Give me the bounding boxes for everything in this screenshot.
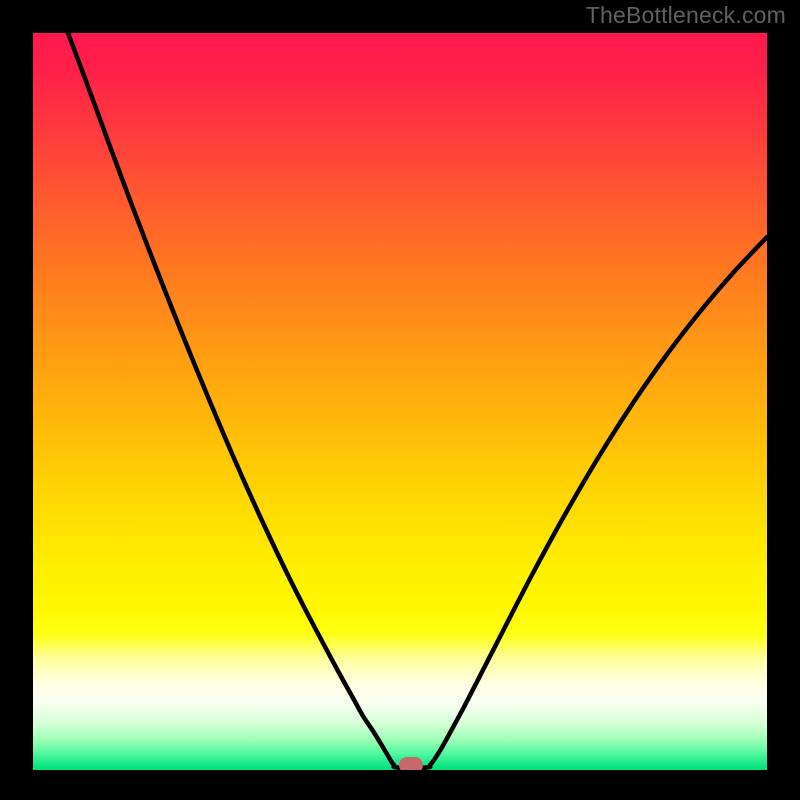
watermark-text: TheBottleneck.com [586, 2, 786, 29]
chart-svg [33, 33, 767, 770]
chart-frame: TheBottleneck.com [0, 0, 800, 800]
optimal-point-marker [399, 757, 423, 770]
gradient-background [33, 33, 767, 770]
plot-area [33, 33, 767, 770]
